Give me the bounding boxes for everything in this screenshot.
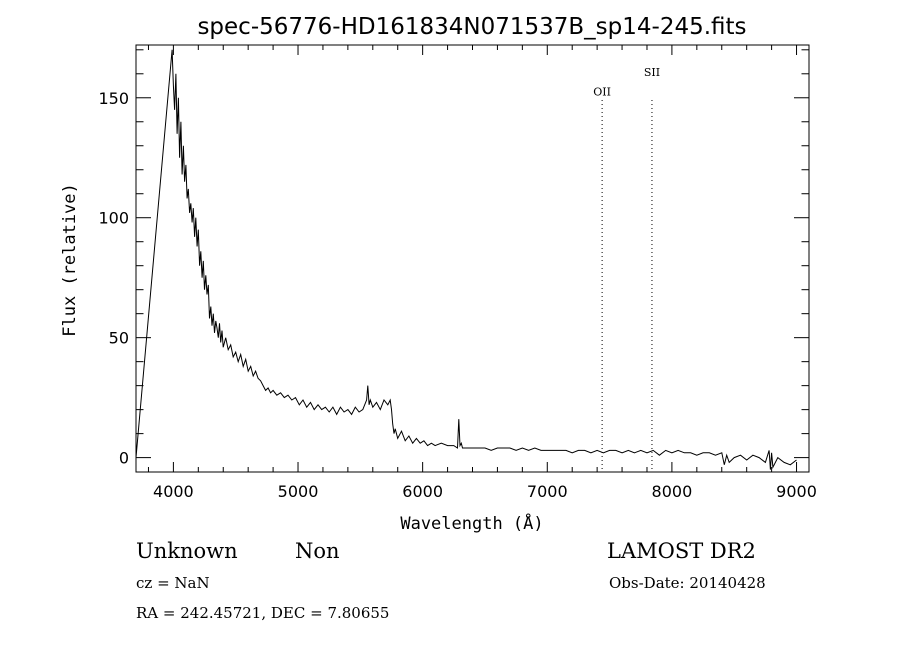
x-tick-label: 4000: [153, 482, 194, 501]
y-axis-label: Flux (relative): [60, 183, 80, 337]
y-tick-label: 0: [119, 449, 129, 468]
observation-date: Obs-Date: 20140428: [609, 574, 766, 592]
object-subclass: Non: [295, 539, 340, 563]
spectrum-chart: spec-56776-HD161834N071537B_sp14-245.fit…: [60, 14, 817, 534]
line-marker-label: SII: [644, 66, 660, 79]
object-class: Unknown: [136, 539, 238, 563]
axis-ticks: 4000 5000 6000 7000 8000 9000 0 50 100 150: [98, 45, 817, 501]
y-tick-label: 150: [98, 89, 129, 108]
spectrum-line-0: [135, 49, 797, 470]
x-tick-label: 6000: [402, 482, 443, 501]
x-axis-label: Wavelength (Å): [400, 512, 543, 534]
x-tick-label: 9000: [776, 482, 817, 501]
y-tick-label: 100: [98, 209, 129, 228]
chart-title: spec-56776-HD161834N071537B_sp14-245.fit…: [197, 14, 746, 40]
plot-frame: [135, 44, 810, 473]
x-tick-label: 5000: [278, 482, 319, 501]
redshift-text: cz = NaN: [136, 574, 210, 592]
y-tick-label: 50: [109, 329, 129, 348]
x-tick-label: 8000: [652, 482, 693, 501]
survey-name: LAMOST DR2: [607, 539, 756, 563]
coordinates-text: RA = 242.45721, DEC = 7.80655: [136, 604, 390, 622]
line-marker-label: OII: [593, 85, 611, 98]
spectrum-series: [135, 49, 797, 470]
x-tick-label: 7000: [527, 482, 568, 501]
spectral-line-markers: OII SII: [593, 66, 660, 472]
